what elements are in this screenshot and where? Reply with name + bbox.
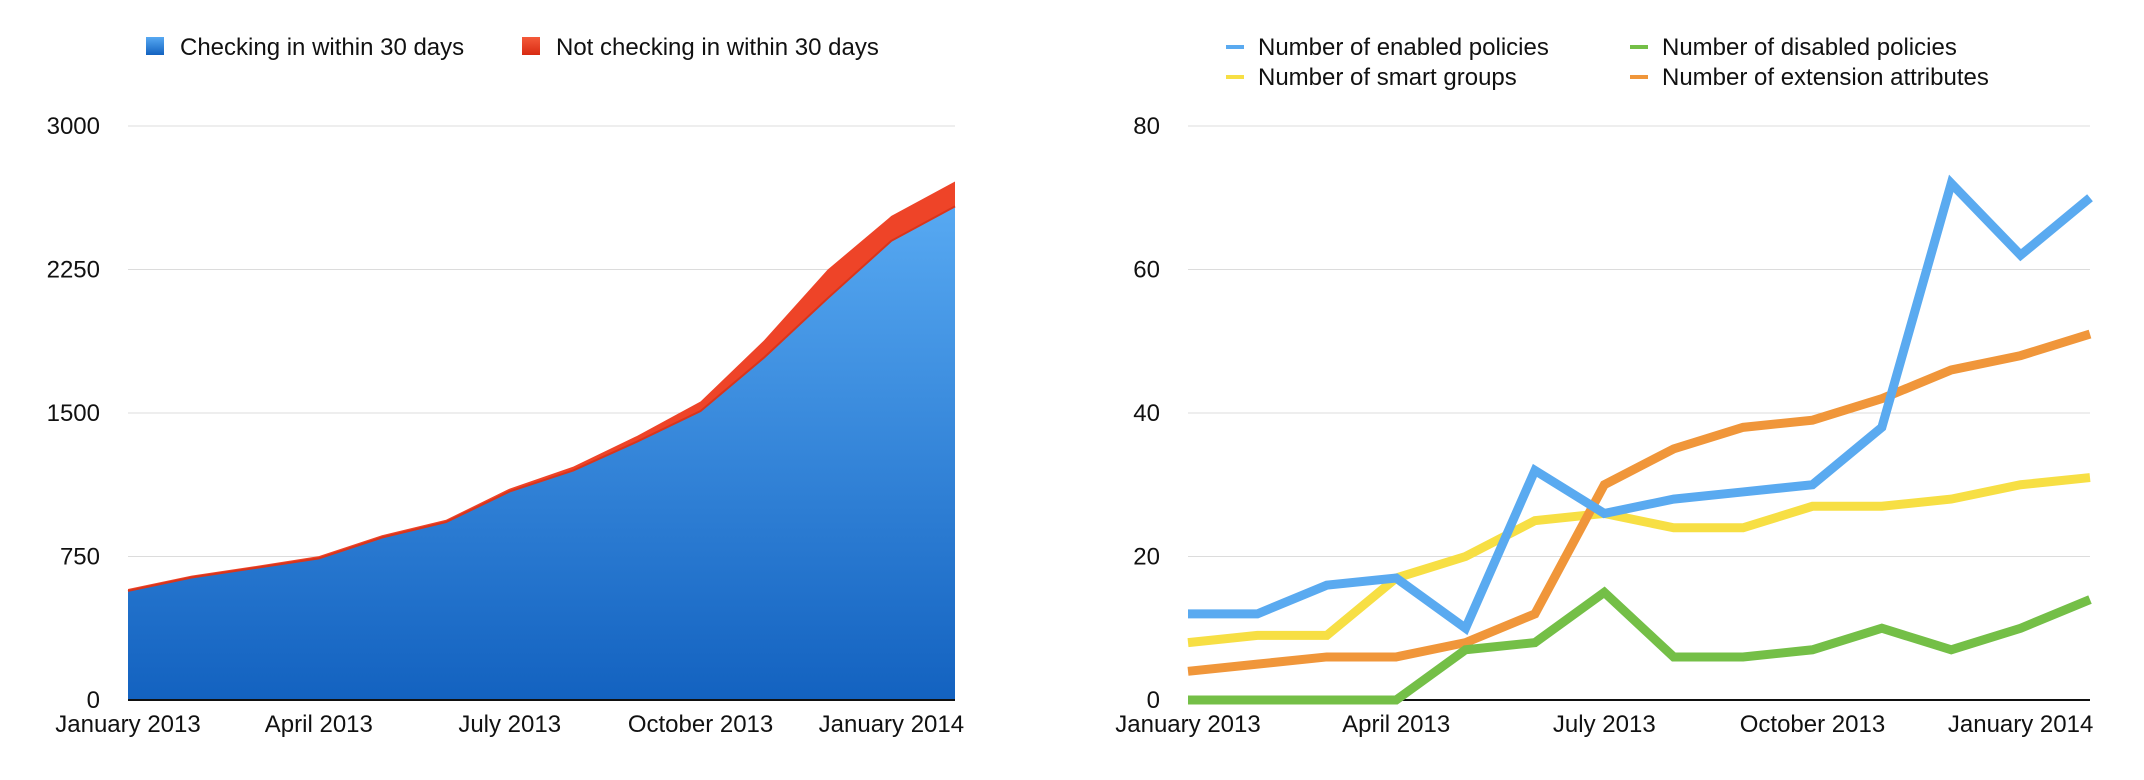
legend-label: Not checking in within 30 days [556, 34, 879, 61]
y-tick-label: 80 [1133, 113, 1160, 140]
legend-label: Number of enabled policies [1258, 34, 1549, 61]
x-tick-label: January 2013 [55, 711, 200, 738]
y-tick-label: 40 [1133, 400, 1160, 427]
x-tick-label: January 2014 [819, 711, 964, 738]
y-tick-label: 1500 [47, 400, 100, 427]
series-line-number-of-extension-attributes [1187, 329, 2092, 676]
legend-label: Number of disabled policies [1662, 34, 1957, 61]
x-tick-label: January 2013 [1115, 711, 1260, 738]
x-tick-label: January 2014 [1948, 711, 2093, 738]
area-boundary-line [127, 205, 956, 592]
series-line-number-of-smart-groups [1187, 473, 2091, 648]
area-checking-in-within-30-days [128, 206, 955, 701]
legend-label: Number of smart groups [1258, 64, 1517, 91]
series-line-number-of-enabled-policies [1188, 174, 2093, 636]
x-tick-label: April 2013 [265, 711, 373, 738]
y-tick-label: 0 [87, 687, 100, 714]
y-tick-label: 60 [1133, 257, 1160, 284]
x-tick-label: July 2013 [458, 711, 561, 738]
devices-area-chart: 0 750 1500 2250 3000 January 2013 April 2013 Ju… [47, 34, 965, 738]
y-tick-label: 750 [60, 544, 100, 571]
legend-swatch [522, 37, 540, 55]
y-tick-label: 0 [1147, 687, 1160, 714]
legend-label: Number of extension attributes [1662, 64, 1989, 91]
policies-line-chart: 0 20 40 60 80 January 2013 April 2013 July 2013… [1115, 34, 2093, 738]
x-tick-label: October 2013 [628, 711, 773, 738]
legend-swatch [146, 37, 164, 55]
y-tick-label: 3000 [47, 113, 100, 140]
y-tick-label: 20 [1133, 544, 1160, 571]
x-tick-label: July 2013 [1553, 711, 1656, 738]
y-tick-label: 2250 [47, 257, 100, 284]
legend-label: Checking in within 30 days [180, 34, 464, 61]
series-line-number-of-disabled-policies [1188, 586, 2092, 705]
x-tick-label: October 2013 [1740, 711, 1885, 738]
x-tick-label: April 2013 [1342, 711, 1450, 738]
